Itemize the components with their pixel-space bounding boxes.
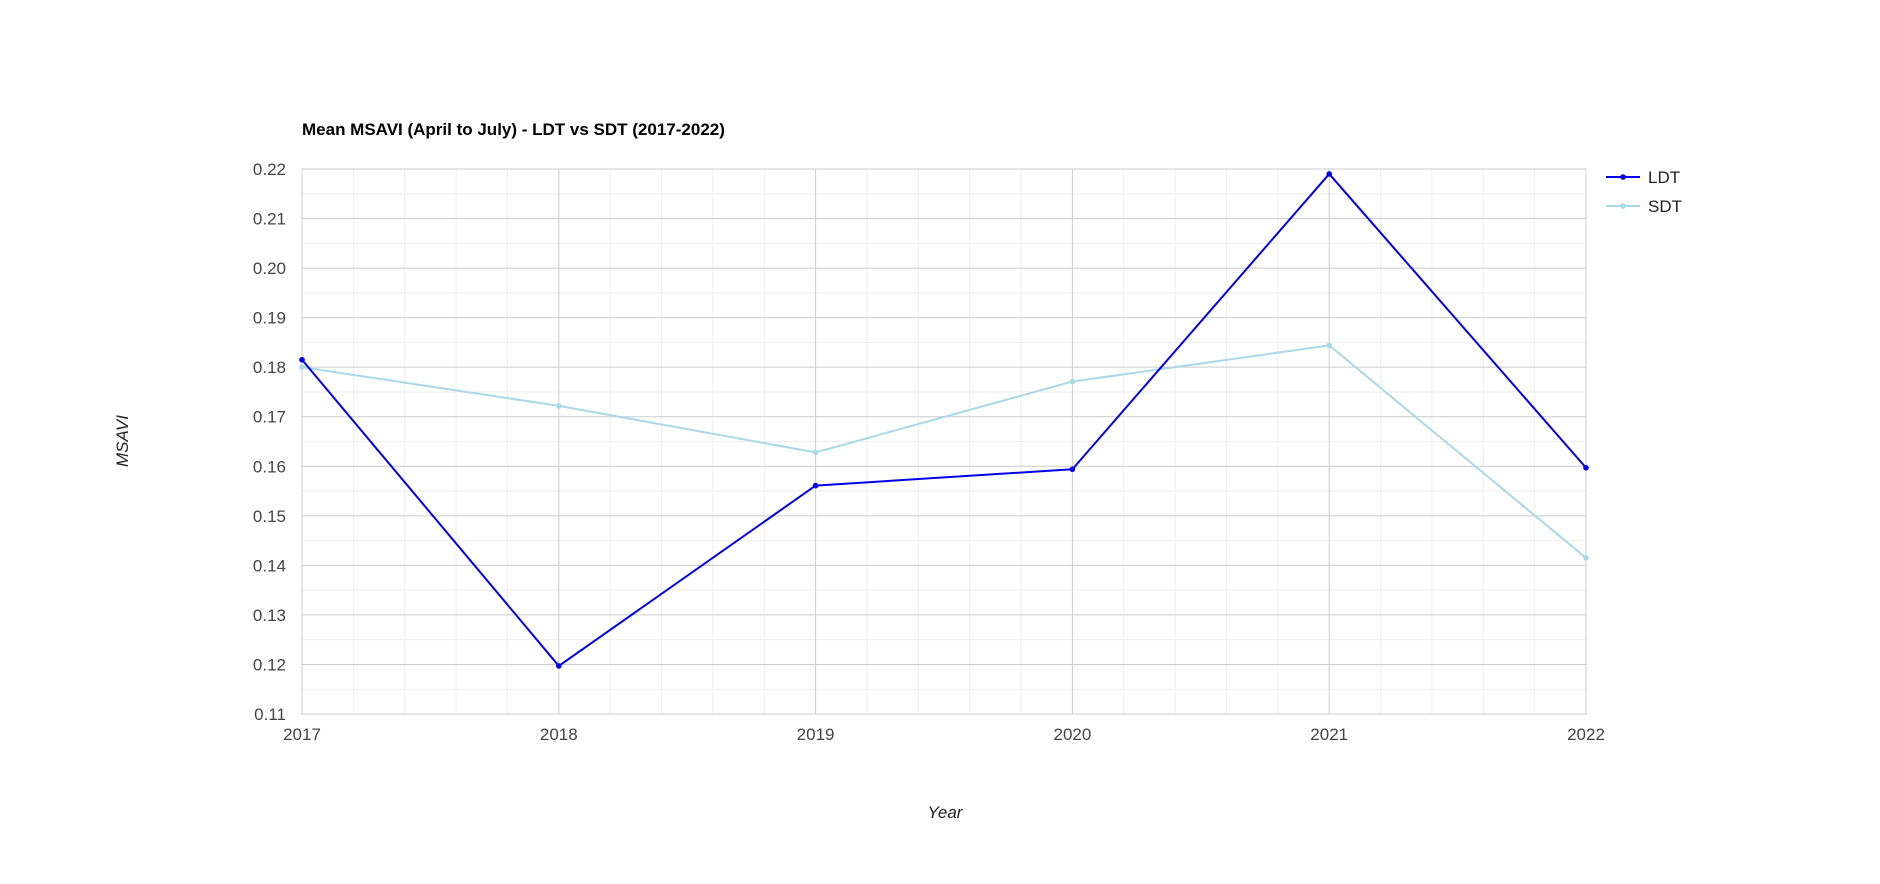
legend-marker-ldt xyxy=(1620,174,1626,180)
y-tick-label: 0.22 xyxy=(253,160,286,179)
y-tick-label: 0.21 xyxy=(253,210,286,229)
y-tick-label: 0.12 xyxy=(253,655,286,674)
data-point-sdt xyxy=(812,449,819,456)
y-tick-label: 0.18 xyxy=(253,358,286,377)
legend-label-ldt: LDT xyxy=(1648,168,1680,187)
series xyxy=(299,171,1589,669)
y-tick-label: 0.20 xyxy=(253,259,286,278)
data-point-ldt xyxy=(1069,466,1076,473)
data-point-sdt xyxy=(1069,378,1076,385)
data-point-sdt xyxy=(299,364,305,370)
x-tick-label: 2017 xyxy=(283,725,321,744)
chart-title: Mean MSAVI (April to July) - LDT vs SDT … xyxy=(302,120,725,139)
y-tick-label: 0.15 xyxy=(253,507,286,526)
y-tick-label: 0.19 xyxy=(253,309,286,328)
data-point-ldt xyxy=(1583,464,1589,471)
series-line-sdt xyxy=(301,344,1587,559)
legend-marker-sdt xyxy=(1620,203,1626,209)
data-point-ldt xyxy=(812,482,819,489)
x-tick-label: 2020 xyxy=(1053,725,1091,744)
data-point-ldt xyxy=(556,663,562,669)
data-point-sdt xyxy=(556,403,562,409)
plot-area-border xyxy=(301,168,1587,715)
data-point-sdt xyxy=(1326,342,1332,349)
y-tick-label: 0.16 xyxy=(253,457,286,476)
y-tick-label: 0.14 xyxy=(253,556,286,575)
legend-label-sdt: SDT xyxy=(1648,197,1682,216)
x-axis-title: Year xyxy=(928,803,964,822)
y-tick-label: 0.17 xyxy=(253,408,286,427)
grid xyxy=(301,168,1587,715)
axes: 0.11 0.12 0.13 0.14 0.15 0.16 0.17 0.18 0.19 0.20… xyxy=(253,160,1605,744)
data-point-ldt xyxy=(299,356,305,363)
data-point-ldt xyxy=(1326,171,1332,177)
x-tick-label: 2018 xyxy=(540,725,578,744)
x-tick-label: 2022 xyxy=(1567,725,1605,744)
legend: LDT SDT xyxy=(1606,168,1682,216)
x-tick-label: 2019 xyxy=(797,725,835,744)
data-point-sdt xyxy=(1583,555,1589,561)
series-line-ldt xyxy=(301,172,1587,667)
y-tick-label: 0.11 xyxy=(254,705,286,724)
y-axis-title: MSAVI xyxy=(113,415,132,467)
y-tick-label: 0.13 xyxy=(253,606,286,625)
x-tick-label: 2021 xyxy=(1310,725,1348,744)
